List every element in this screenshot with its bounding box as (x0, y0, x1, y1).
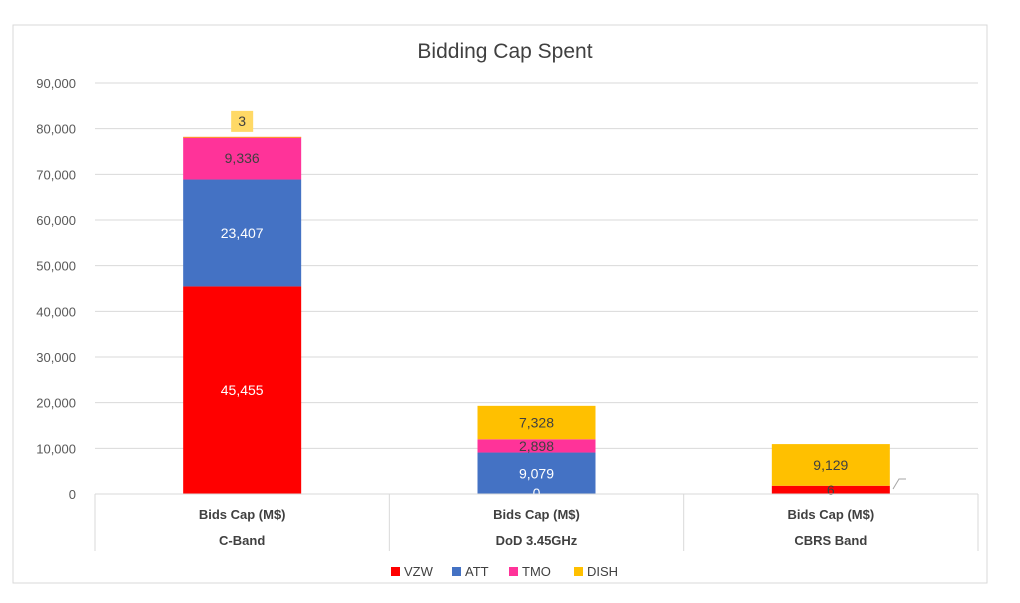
legend-swatch-vzw (391, 567, 400, 576)
y-tick-label: 30,000 (36, 350, 76, 365)
data-labels: 45,455 23,407 9,336 3 9,079 2,898 7,328 6 9,129 0 (221, 110, 906, 501)
legend-label-tmo: TMO (522, 564, 551, 579)
chart-title: Bidding Cap Spent (417, 40, 592, 63)
chart-area (12, 24, 988, 584)
legend-swatch-tmo (509, 567, 518, 576)
y-axis: 0 10,000 20,000 30,000 40,000 50,000 60,000 70,… (36, 76, 76, 502)
legend-swatch-dish (574, 567, 583, 576)
data-label-att: 9,079 (519, 465, 554, 481)
data-label-box (231, 110, 254, 132)
data-label-tmo: 9,336 (225, 150, 260, 166)
bars (183, 136, 890, 494)
x-group-label: DoD 3.45GHz (496, 533, 578, 548)
legend-label-dish: DISH (587, 564, 618, 579)
bar-dish (477, 405, 596, 440)
x-tick-label: Bids Cap (M$) (787, 507, 874, 522)
data-label-att: 23,407 (221, 225, 264, 241)
y-tick-label: 10,000 (36, 441, 76, 456)
y-tick-label: 0 (69, 487, 76, 502)
data-label-vzw: 45,455 (221, 382, 264, 398)
data-label-dish: 7,328 (519, 415, 554, 431)
legend-swatch-att (452, 567, 461, 576)
bar-dish (183, 136, 302, 138)
data-label-zero: 0 (533, 485, 541, 501)
x-group-label: CBRS Band (794, 533, 867, 548)
y-tick-label: 60,000 (36, 213, 76, 228)
bar-dish (771, 444, 890, 486)
y-tick-label: 50,000 (36, 259, 76, 274)
data-label-dish: 9,129 (813, 457, 848, 473)
legend-label-att: ATT (465, 564, 489, 579)
bar-att (183, 179, 302, 287)
bar-tmo (183, 136, 302, 180)
legend: VZW ATT TMO DISH (391, 564, 618, 579)
data-label-tmo: 2,898 (519, 438, 554, 454)
x-tick-label: Bids Cap (M$) (199, 507, 286, 522)
bar-vzw (183, 286, 302, 494)
legend-label-vzw: VZW (404, 564, 434, 579)
bar-tmo (477, 439, 596, 453)
bar-vzw (771, 485, 890, 494)
y-tick-label: 70,000 (36, 167, 76, 182)
x-group-label: C-Band (219, 533, 265, 548)
y-tick-label: 40,000 (36, 304, 76, 319)
y-tick-label: 90,000 (36, 76, 76, 91)
leader-line (892, 478, 906, 490)
data-label-vzw: 6 (827, 482, 835, 498)
data-label-dish: 3 (238, 113, 246, 129)
y-tick-label: 80,000 (36, 122, 76, 137)
bar-att (477, 452, 596, 494)
x-axis: Bids Cap (M$) C-Band Bids Cap (M$) DoD 3.45… (94, 493, 979, 551)
x-tick-label: Bids Cap (M$) (493, 507, 580, 522)
y-tick-label: 20,000 (36, 396, 76, 411)
